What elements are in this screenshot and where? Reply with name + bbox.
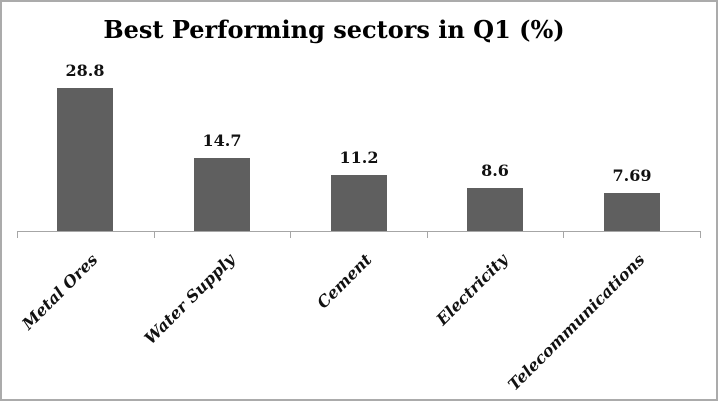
bar-metal-ores [57,88,113,231]
value-label-water-supply: 14.7 [202,131,242,150]
bar-telecommunications [604,193,660,231]
bar-cement [331,175,387,231]
x-axis-label-metal-ores: Metal Ores [18,250,102,334]
value-label-metal-ores: 28.8 [65,61,105,80]
x-axis-tick [427,231,428,238]
x-axis-tick [700,231,701,238]
x-axis-tick [563,231,564,238]
value-label-electricity: 8.6 [481,161,509,180]
x-axis-tick [17,231,18,238]
x-axis-line [17,231,701,232]
x-axis-tick [154,231,155,238]
bar-water-supply [194,158,250,231]
value-label-telecommunications: 7.69 [612,166,652,185]
bar-electricity [467,188,523,231]
value-label-cement: 11.2 [339,148,379,167]
x-axis-tick [290,231,291,238]
chart-title: Best Performing sectors in Q1 (%) [103,15,565,44]
